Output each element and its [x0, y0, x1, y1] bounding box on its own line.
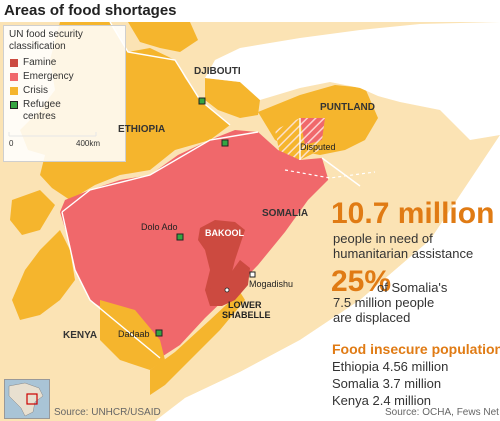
legend-heading: UN food security classification: [9, 29, 83, 52]
label-ethiopia: ETHIOPIA: [118, 124, 166, 135]
label-disputed: Disputed: [300, 142, 336, 152]
displaced-text-2: 7.5 million people: [333, 295, 435, 310]
source-left: Source: UNHCR/USAID: [54, 407, 161, 418]
legend-label-famine: Famine: [23, 57, 57, 68]
africa-locator-icon: [8, 382, 44, 417]
population-country: Somalia: [332, 376, 379, 391]
displaced-text-1: of Somalia's: [377, 280, 448, 295]
label-lower-shabelle-1: LOWER: [228, 300, 262, 310]
source-right: Source: OCHA, Fews Net: [385, 407, 499, 418]
legend-item-refugee: Refugee centres: [10, 99, 90, 123]
population-country: Kenya: [332, 393, 369, 408]
refugee-centre-icon: [10, 101, 18, 109]
scale-label-start: 0: [9, 139, 14, 148]
ethiopia-crisis-west: [10, 190, 55, 235]
refugee-marker-dadaab: [155, 329, 163, 337]
refugee-marker-dolo-ado: [176, 233, 184, 241]
refugee-marker-djibouti: [198, 97, 206, 105]
scale-label-end: 400km: [76, 139, 101, 148]
label-mogadishu: Mogadishu: [249, 279, 294, 289]
population-row-kenya: Kenya 2.4 million: [332, 393, 431, 408]
disputed-famine-hatch: [300, 118, 325, 145]
need-number: 10.7 million: [331, 197, 495, 230]
borders: [61, 21, 361, 359]
famine-lower-shabelle: [205, 260, 250, 306]
famine-bakool: [198, 220, 245, 300]
population-value: 3.7 million: [382, 376, 442, 391]
label-dadaab: Dadaab: [118, 329, 150, 339]
population-row-ethiopia: Ethiopia 4.56 million: [332, 359, 448, 374]
legend-item-crisis: Crisis: [10, 85, 48, 97]
legend: UN food security classification Famine E…: [3, 25, 126, 162]
label-bakool: BAKOOL: [205, 228, 244, 238]
label-dolo-ado: Dolo Ado: [141, 222, 178, 232]
ethiopia-crisis-north: [128, 22, 198, 52]
crisis-swatch: [10, 87, 18, 95]
legend-item-emergency: Emergency: [10, 71, 74, 83]
mogadishu-marker: [249, 271, 256, 278]
need-text: people in need of humanitarian assistanc…: [333, 231, 474, 261]
population-value: 4.56 million: [382, 359, 449, 374]
label-somalia: SOMALIA: [262, 208, 309, 219]
map-title: Areas of food shortages: [4, 2, 177, 19]
population-country: Ethiopia: [332, 359, 379, 374]
gulf-of-aden: [205, 22, 500, 140]
legend-label-emergency: Emergency: [23, 71, 74, 82]
famine-swatch: [10, 59, 18, 67]
legend-label-refugee: Refugee centres: [23, 99, 61, 122]
displaced-text-3: are displaced: [333, 310, 411, 325]
legend-item-famine: Famine: [10, 57, 56, 69]
indian-ocean: [160, 135, 500, 421]
label-djibouti: DJIBOUTI: [194, 66, 241, 77]
emergency-area: [60, 130, 330, 358]
populations-title: Food insecure populations: [332, 341, 500, 357]
displaced-number: 25%: [331, 265, 392, 298]
label-lower-shabelle-2: SHABELLE: [222, 310, 271, 320]
emergency-swatch: [10, 73, 18, 81]
locator-inset-map: [4, 379, 50, 419]
north-somalia-crisis: [205, 78, 260, 118]
lower-shabelle-marker: [224, 287, 230, 293]
label-puntland: PUNTLAND: [320, 102, 375, 113]
legend-label-crisis: Crisis: [23, 85, 48, 96]
label-kenya: KENYA: [63, 330, 98, 341]
kenya-crisis-area: [12, 230, 75, 320]
population-value: 2.4 million: [372, 393, 432, 408]
emergency-coast: [322, 140, 500, 185]
population-row-somalia: Somalia 3.7 million: [332, 376, 441, 391]
coast-crisis: [150, 292, 245, 395]
refugee-marker-ethiopia-east: [221, 139, 229, 147]
